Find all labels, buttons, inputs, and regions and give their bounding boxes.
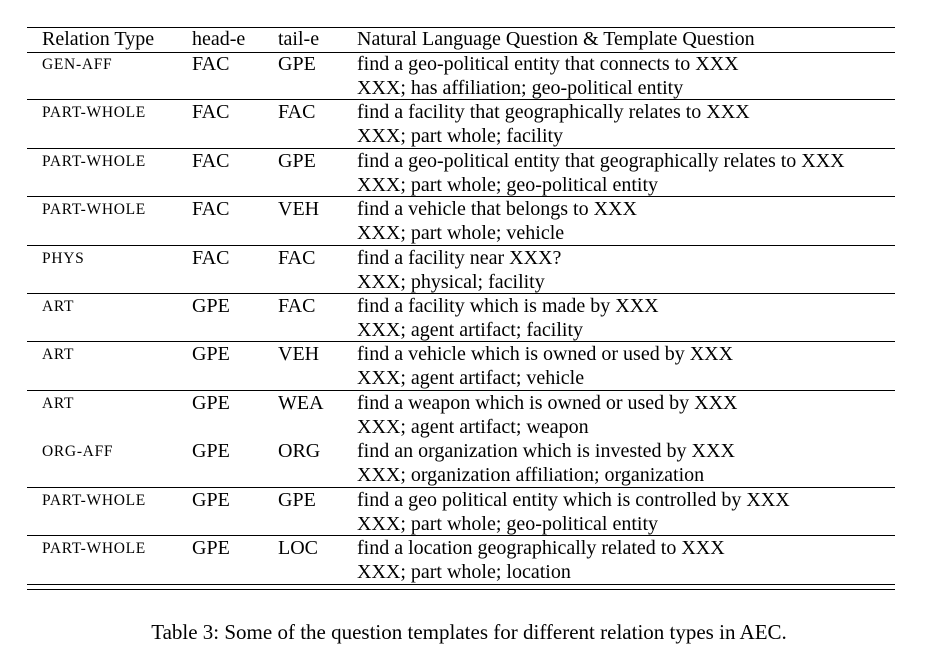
header-question: Natural Language Question & Template Que… [357,28,755,50]
head-entity-cell: GPE [192,391,230,414]
relation-type-cell: ART [42,298,75,315]
relation-type-cell: ART [42,394,75,412]
natural-language-question-cell: find a geo political entity which is con… [357,488,790,511]
natural-language-question-cell: find a vehicle that belongs to XXX [357,198,637,221]
template-question-cell: XXX; has affiliation; geo-political enti… [357,77,684,99]
natural-language-question-cell: find an organization which is invested b… [357,440,735,463]
template-question-cell: XXX; part whole; geo-political entity [357,173,659,196]
relation-type-cell: PART-WHOLE [42,540,146,557]
tail-entity-cell: GPE [278,488,316,511]
relation-type-cell: PART-WHOLE [42,104,146,122]
header-tail-e: tail-e [278,28,320,50]
relation-type-cell: PHYS [42,249,85,267]
tail-entity-cell: VEH [278,343,320,366]
head-entity-cell: GPE [192,488,230,511]
tail-entity-cell: WEA [278,391,324,414]
template-question-cell: XXX; agent artifact; vehicle [357,367,585,390]
head-entity-cell: GPE [192,537,230,559]
table-row: ART GPE FAC find a facility which is made b… [27,294,895,343]
table-row: PART-WHOLE FAC FAC find a facility that geo… [27,100,895,149]
table-row: PART-WHOLE FAC GPE find a geo-political ent… [27,149,895,198]
natural-language-question-cell: find a geo-political entity that connect… [357,53,739,75]
tail-entity-cell: ORG [278,440,321,463]
table-row: ART GPE VEH find a vehicle which is owned o… [27,342,895,391]
tail-entity-cell: FAC [278,246,316,269]
natural-language-question-cell: find a vehicle which is owned or used by… [357,343,734,366]
head-entity-cell: FAC [192,246,230,269]
natural-language-question-cell: find a geo-political entity that geograp… [357,149,845,172]
template-question-cell: XXX; physical; facility [357,270,545,293]
tail-entity-cell: GPE [278,149,316,172]
natural-language-question-cell: find a facility which is made by XXX [357,295,659,317]
relation-type-cell: PART-WHOLE [42,152,146,170]
natural-language-question-cell: find a facility near XXX? [357,246,562,269]
relation-type-cell: PART-WHOLE [42,491,146,509]
table-row: ART GPE WEA find a weapon which is owned or… [27,391,895,438]
table-caption: Table 3: Some of the question templates … [151,620,787,644]
template-question-cell: XXX; part whole; vehicle [357,222,565,245]
head-entity-cell: FAC [192,198,230,221]
table-row: PHYS FAC FAC find a facility near XXX? XXX; … [27,246,895,294]
head-entity-cell: FAC [192,53,230,75]
table-row: GEN-AFF FAC GPE find a geo-political entity… [27,52,895,101]
relation-type-cell: PART-WHOLE [42,201,146,219]
table-bottom-rule-double [27,589,895,591]
table-header-row: Relation Type head-e tail-e Natural Lang… [27,27,895,53]
template-question-cell: XXX; part whole; facility [357,125,564,148]
natural-language-question-cell: find a weapon which is owned or used by … [357,391,738,414]
template-question-cell: XXX; part whole; location [357,561,571,583]
header-relation-type: Relation Type [42,28,155,50]
tail-entity-cell: LOC [278,537,318,559]
relation-type-cell: ART [42,346,75,364]
head-entity-cell: FAC [192,149,230,172]
relation-type-cell: GEN-AFF [42,56,113,73]
template-question-cell: XXX; organization affiliation; organizat… [357,464,705,487]
head-entity-cell: GPE [192,440,230,463]
head-entity-cell: GPE [192,295,230,317]
table-top-rule [27,27,895,28]
tail-entity-cell: VEH [278,198,320,221]
template-question-cell: XXX; part whole; geo-political entity [357,512,659,535]
table-row: ORG-AFF GPE ORG find an organization which … [27,439,895,488]
natural-language-question-cell: find a facility that geographically rela… [357,101,750,124]
natural-language-question-cell: find a location geographically related t… [357,537,725,559]
table-bottom-rule [27,584,895,586]
tail-entity-cell: FAC [278,295,316,317]
tail-entity-cell: GPE [278,53,316,75]
tail-entity-cell: FAC [278,101,316,124]
header-head-e: head-e [192,28,246,50]
head-entity-cell: GPE [192,343,230,366]
template-question-cell: XXX; agent artifact; facility [357,319,584,341]
table-row: PART-WHOLE FAC VEH find a vehicle that belo… [27,197,895,246]
relation-type-cell: ORG-AFF [42,443,114,461]
table-row: PART-WHOLE GPE LOC find a location geograph… [27,536,895,583]
template-question-cell: XXX; agent artifact; weapon [357,415,589,438]
head-entity-cell: FAC [192,101,230,124]
table-row: PART-WHOLE GPE GPE find a geo political ent… [27,488,895,536]
